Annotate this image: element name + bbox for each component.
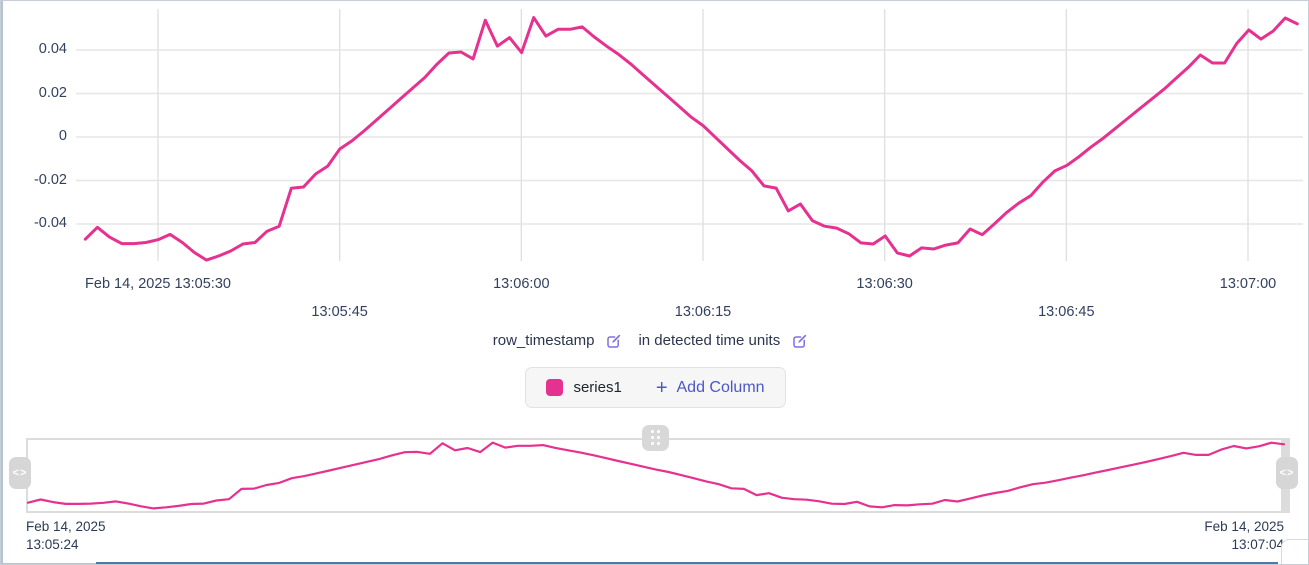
- x-tick-label: 13:06:30: [856, 276, 913, 292]
- navigator-end-label: Feb 14, 2025 13:07:04: [1204, 518, 1284, 554]
- navigator-start-label: Feb 14, 2025 13:05:24: [26, 518, 106, 554]
- x-tick-label: Feb 14, 2025 13:05:30: [85, 276, 231, 292]
- navigator-series1-line: [26, 441, 1286, 510]
- navigator-left-handle[interactable]: <>: [9, 457, 31, 489]
- legend-item-series1[interactable]: series1: [546, 379, 622, 396]
- navigator-end-time: 13:07:04: [1231, 537, 1284, 552]
- add-column-button[interactable]: + Add Column: [655, 376, 765, 399]
- series1-swatch: [546, 379, 564, 396]
- axis-column-name: row_timestamp: [492, 332, 595, 349]
- corner-overlay-card: [1281, 539, 1308, 564]
- navigator-grip-handle[interactable]: [642, 425, 669, 451]
- add-column-label: Add Column: [676, 378, 765, 396]
- x-tick-label: 13:07:00: [1219, 276, 1277, 292]
- bottom-scrollbar[interactable]: [96, 562, 1278, 564]
- series1-line: [83, 16, 1299, 262]
- plus-icon: +: [655, 376, 668, 399]
- edit-column-icon[interactable]: [606, 333, 622, 349]
- navigator-right-handle[interactable]: <>: [1276, 457, 1298, 489]
- bottom-edge-pale: [3, 563, 96, 564]
- y-tick-label: -0.02: [33, 171, 67, 188]
- y-tick-label: 0.04: [38, 41, 67, 57]
- x-tick-label: 13:06:45: [1038, 304, 1095, 320]
- left-border-accent: [1, 1, 3, 564]
- navigator-end-date: Feb 14, 2025: [1204, 519, 1284, 534]
- series1-label: series1: [573, 379, 622, 396]
- y-tick-label: 0.02: [38, 84, 67, 101]
- legend: series1 + Add Column: [1, 367, 1308, 408]
- x-axis-title: row_timestamp in detected time units: [1, 332, 1308, 349]
- navigator-start-date: Feb 14, 2025: [26, 519, 106, 534]
- y-tick-label: 0: [58, 128, 67, 144]
- navigator-start-time: 13:05:24: [26, 537, 79, 552]
- axis-units-text: in detected time units: [638, 332, 781, 349]
- main-chart[interactable]: [1, 1, 1309, 331]
- x-tick-label: 13:05:45: [311, 304, 368, 320]
- edit-units-icon[interactable]: [792, 333, 808, 349]
- x-tick-label: 13:06:00: [493, 276, 550, 292]
- x-tick-label: 13:06:15: [674, 304, 732, 320]
- y-tick-label: -0.04: [33, 215, 67, 231]
